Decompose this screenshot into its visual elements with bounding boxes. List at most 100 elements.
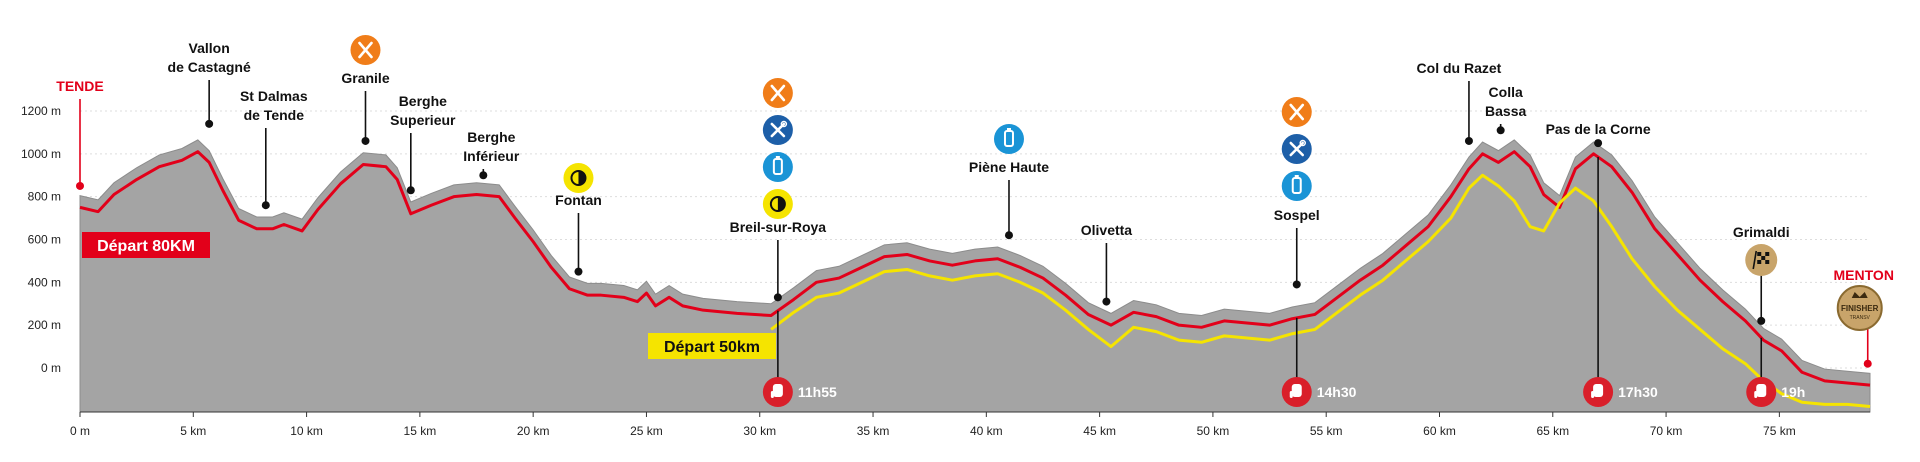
waypoint-label-pas-de-la-corne: Pas de la Corne [1546, 121, 1651, 137]
waypoint-label-vallon-de-castagne: Vallon de Castagné [168, 40, 251, 75]
flag-square [1765, 252, 1770, 256]
icon-glyph-detail [1299, 139, 1306, 147]
stop-hand-thumb [1289, 391, 1293, 398]
waypoint-label-line: Pas de la Corne [1546, 121, 1651, 137]
cutoff-time: 19h [1781, 384, 1805, 400]
stop-hand-thumb [1591, 391, 1595, 398]
icon-glyph [770, 84, 786, 102]
waypoint-label-line: Grimaldi [1733, 224, 1790, 240]
cutoff-time: 11h55 [798, 384, 837, 400]
waypoint-dot-olivetta [1102, 297, 1111, 306]
x-tick-label: 70 km [1650, 424, 1683, 438]
food-icon [1281, 97, 1312, 127]
waypoint-label-st-dalmas-de-tende: St Dalmas de Tende [240, 88, 308, 123]
flag-square [1765, 260, 1770, 264]
y-tick-label: 1200 m [21, 104, 61, 118]
food-icon [350, 35, 381, 65]
waypoint-dot-menton [1863, 359, 1872, 368]
cutoff-marker: 11h55 [762, 310, 837, 407]
stop-hand-glyph [1756, 384, 1767, 397]
icon-glyph-fill [578, 171, 586, 185]
waypoint-label-berghe-superieur: Berghe Superieur [390, 93, 456, 128]
waypoint-dot-grimaldi [1757, 316, 1766, 325]
waypoint-label-menton: MENTON [1834, 267, 1894, 283]
waypoint-dot-fontan [574, 267, 583, 276]
x-tick-label: 0 m [70, 424, 90, 438]
y-tick-label: 0 m [41, 361, 61, 375]
waypoint-label-line: Bassa [1485, 103, 1526, 119]
waypoint-dot-breil-sur-roya [773, 293, 782, 302]
waypoint-label-line: Col du Razet [1417, 60, 1502, 76]
cutoff-time: 17h30 [1618, 384, 1658, 400]
x-tick-label: 30 km [743, 424, 776, 438]
waypoint-dot-granile [361, 136, 370, 145]
icon-glyph-detail [780, 120, 788, 128]
start-badge-80km-bg [82, 232, 210, 258]
icon-glyph-cap [1006, 128, 1011, 131]
waypoint-dot-st-dalmas-de-tende [261, 201, 270, 210]
cutoff-marker: 19h [1746, 337, 1805, 407]
waypoint-label-col-du-razet: Col du Razet [1417, 60, 1502, 76]
waypoint-dot-berghe-inferieur [479, 171, 488, 180]
x-tick-label: 60 km [1423, 424, 1456, 438]
timing-icon [563, 163, 594, 193]
x-tick-label: 45 km [1083, 424, 1116, 438]
x-tick-label: 40 km [970, 424, 1003, 438]
waypoint-label-olivetta: Olivetta [1081, 222, 1133, 238]
medal-text-2: TRANSV [1850, 315, 1871, 321]
icon-glyph-cap [1294, 175, 1299, 178]
icon-disc [993, 124, 1024, 154]
medical-icon [762, 115, 793, 145]
flag-square [1757, 252, 1762, 256]
cutoff-marker: 17h30 [1583, 157, 1658, 407]
waypoint-label-line: de Castagné [168, 59, 251, 75]
y-tick-label: 400 m [28, 275, 61, 289]
waypoint-dot-pas-de-la-corne [1594, 139, 1603, 148]
medal-crown [1851, 292, 1868, 298]
water-icon [762, 152, 793, 182]
x-tick-label: 15 km [404, 424, 437, 438]
flag-pole [1752, 250, 1758, 270]
waypoint-dot-vallon-de-castagne [205, 119, 214, 128]
y-tick-label: 600 m [28, 233, 61, 247]
axes: 0 m 200 m 400 m 600 m 800 m 1000 m 1200 m 0 m 5 … [21, 104, 1870, 438]
waypoint-label-breil-sur-roya: Breil-sur-Roya [730, 219, 827, 235]
icon-glyph-fill [777, 197, 785, 211]
x-tick-label: 75 km [1763, 424, 1796, 438]
waypoint-label-line: Colla [1489, 84, 1523, 100]
waypoint-dot-col-du-razet [1464, 136, 1473, 145]
cutoff-time: 14h30 [1317, 384, 1357, 400]
route-lines [79, 150, 1871, 409]
route-line-80km [79, 150, 1871, 387]
icon-disc [1281, 171, 1312, 201]
x-tick-label: 65 km [1536, 424, 1569, 438]
waypoint-label-sospel: Sospel [1274, 207, 1320, 223]
stop-hand-glyph [772, 384, 783, 397]
finish-flag-icon [1745, 244, 1778, 276]
waypoint-dot-colla-bassa [1496, 126, 1505, 135]
icon-glyph [358, 41, 373, 59]
start-badge-80km: Départ 80KM [82, 232, 210, 258]
waypoint-label-line: Piène Haute [969, 159, 1049, 175]
cutoff-markers: 11h55 14h30 17h30 19h [762, 157, 1805, 407]
waypoint-dot-berghe-superieur [406, 186, 415, 195]
route-line-50km [770, 173, 1871, 409]
water-icon [1281, 171, 1312, 201]
finisher-medal-icon: FINISHER TRANSV [1836, 285, 1883, 331]
waypoint-label-line: de Tende [244, 107, 305, 123]
waypoint-dot-piene-haute [1004, 231, 1013, 240]
x-tick-label: 25 km [630, 424, 663, 438]
y-tick-label: 1000 m [21, 147, 61, 161]
waypoint-label-colla-bassa: Colla Bassa [1485, 84, 1526, 119]
flag-square [1761, 256, 1766, 260]
start-badge-50km: Départ 50km [648, 333, 776, 359]
waypoint-label-line: Granile [341, 70, 389, 86]
x-tick-label: 55 km [1310, 424, 1343, 438]
flag-square [1757, 260, 1762, 264]
stop-hand-glyph [1291, 384, 1302, 397]
waypoint-dot-sospel [1292, 280, 1301, 289]
waypoint-label-fontan: Fontan [555, 192, 602, 208]
y-tick-label: 200 m [28, 318, 61, 332]
waypoint-label-line: TENDE [56, 78, 103, 94]
